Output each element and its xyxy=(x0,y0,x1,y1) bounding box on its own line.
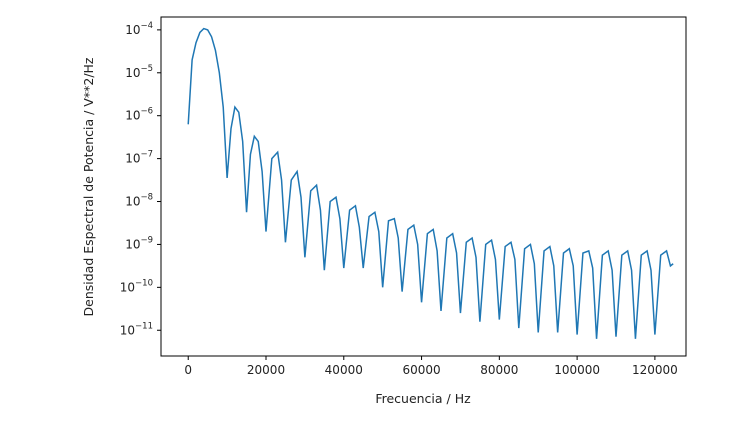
y-tick-label: 10−10 xyxy=(120,278,153,294)
x-tick-label: 40000 xyxy=(325,363,363,377)
plot-frame xyxy=(160,16,687,357)
x-tick-label: 60000 xyxy=(402,363,440,377)
x-tick-label: 120000 xyxy=(632,363,678,377)
x-tick-label: 100000 xyxy=(554,363,600,377)
plot-area xyxy=(160,16,687,357)
x-tick-label: 20000 xyxy=(247,363,285,377)
y-tick-label: 10−9 xyxy=(125,235,153,251)
x-tick-label: 80000 xyxy=(480,363,518,377)
psd-series-line xyxy=(187,27,674,339)
y-tick-label: 10−7 xyxy=(125,150,153,166)
y-axis-label: Densidad Espectral de Potencia / V**2/Hz xyxy=(81,57,96,316)
y-tick-label: 10−5 xyxy=(125,64,153,80)
y-tick-label: 10−11 xyxy=(120,321,153,337)
x-tick-label: 0 xyxy=(184,363,192,377)
x-axis-label: Frecuencia / Hz xyxy=(375,391,471,406)
y-tick-label: 10−4 xyxy=(125,21,153,37)
x-axis: 0 20000 40000 60000 80000 100000 120000 xyxy=(184,356,678,377)
y-tick-label: 10−8 xyxy=(125,193,153,209)
y-tick-label: 10−6 xyxy=(125,107,153,123)
y-axis: 10−4 10−5 10−6 10−7 10−8 10−9 10−10 10−11 xyxy=(120,21,161,337)
